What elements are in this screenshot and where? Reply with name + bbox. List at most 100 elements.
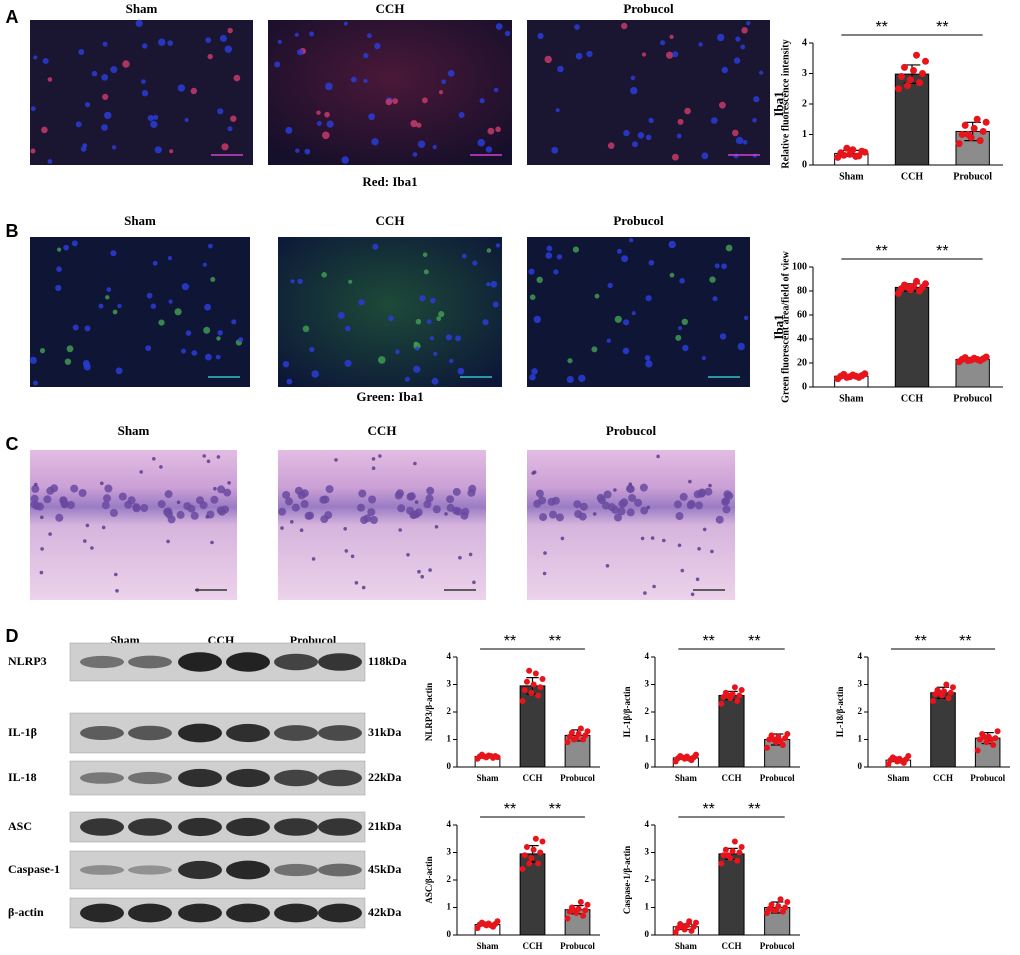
nucleus — [698, 488, 707, 497]
data-point — [981, 733, 988, 740]
y-tick-label: 4 — [645, 819, 650, 829]
blot-band — [226, 860, 270, 880]
nucleus — [430, 297, 436, 304]
micrograph — [29, 237, 250, 387]
nucleus — [423, 269, 429, 275]
nucleus — [221, 143, 229, 151]
bar — [894, 286, 930, 388]
data-point — [530, 846, 537, 853]
blot-strip — [69, 811, 366, 843]
nucleus — [486, 248, 492, 253]
image-background — [268, 20, 512, 165]
image-background — [278, 450, 486, 600]
blot-band — [318, 863, 362, 877]
y-tick-label: 2 — [645, 874, 650, 884]
nucleus — [495, 126, 501, 133]
nucleus — [486, 282, 491, 287]
blot-band — [274, 653, 318, 671]
blot-protein-label: Caspase-1 — [8, 862, 60, 876]
nucleus — [91, 70, 98, 77]
nucleus — [30, 148, 36, 154]
data-point — [770, 736, 777, 743]
nucleus — [361, 585, 366, 590]
y-tick-label: 0 — [802, 381, 807, 392]
image-background — [527, 237, 750, 387]
data-point — [861, 370, 869, 378]
nucleus — [438, 90, 444, 95]
nucleus — [378, 356, 386, 364]
y-tick-label: 0 — [447, 761, 452, 771]
nucleus — [452, 506, 461, 515]
nucleus — [158, 38, 166, 46]
nucleus — [190, 511, 199, 520]
blot-strip — [69, 760, 366, 796]
nucleus — [203, 326, 211, 334]
nucleus — [397, 504, 406, 513]
nucleus — [695, 501, 703, 510]
nucleus — [677, 118, 684, 125]
nucleus — [631, 311, 636, 316]
blot-band — [128, 865, 172, 875]
data-point — [958, 131, 966, 138]
data-point — [936, 689, 943, 696]
nucleus — [174, 308, 182, 316]
nucleus — [205, 515, 210, 519]
nucleus — [343, 527, 348, 531]
nucleus — [183, 502, 192, 511]
nucleus — [753, 96, 760, 103]
nucleus — [436, 316, 442, 322]
nucleus — [482, 319, 489, 326]
nucleus — [202, 262, 207, 267]
nucleus — [566, 375, 574, 384]
data-point — [693, 919, 700, 926]
nucleus — [551, 146, 559, 154]
nucleus — [208, 243, 213, 249]
nucleus — [184, 117, 189, 123]
nucleus — [586, 50, 593, 58]
nucleus — [363, 52, 369, 59]
nucleus — [39, 348, 46, 354]
data-point — [532, 835, 539, 842]
nucleus — [743, 315, 749, 321]
data-point — [976, 736, 983, 743]
data-point — [919, 70, 927, 77]
data-point — [784, 899, 791, 905]
nucleus — [555, 108, 560, 113]
nucleus — [545, 252, 553, 259]
blot-strip — [69, 850, 366, 890]
nucleus — [191, 350, 198, 356]
nucleus — [140, 504, 149, 512]
nucleus — [607, 503, 616, 512]
nucleus — [719, 333, 727, 340]
nucleus — [414, 500, 419, 504]
data-point — [900, 63, 908, 71]
y-tick-label: 80 — [797, 285, 807, 296]
significance-label: ** — [959, 633, 971, 650]
nucleus — [169, 149, 174, 154]
nucleus — [31, 484, 40, 493]
nucleus — [112, 309, 118, 315]
nucleus — [444, 512, 448, 516]
y-tick-label: 0 — [802, 159, 807, 170]
chart-side-label: Iba1 — [771, 91, 786, 116]
nucleus — [230, 115, 237, 122]
nucleus — [416, 122, 422, 128]
nucleus — [682, 344, 689, 352]
nucleus — [722, 505, 731, 514]
data-point — [537, 684, 544, 691]
nucleus — [324, 111, 330, 118]
nucleus — [549, 510, 557, 519]
x-tick-label: Sham — [839, 393, 864, 404]
nucleus — [648, 117, 654, 124]
blot-band — [80, 655, 124, 669]
nucleus — [34, 482, 38, 487]
blot-protein-label: β-actin — [8, 905, 44, 919]
nucleus — [166, 539, 170, 544]
nucleus — [529, 294, 536, 301]
nucleus — [83, 539, 87, 543]
nucleus — [578, 512, 587, 521]
nucleus — [291, 503, 300, 512]
nucleus — [630, 87, 638, 95]
nucleus — [145, 345, 152, 352]
